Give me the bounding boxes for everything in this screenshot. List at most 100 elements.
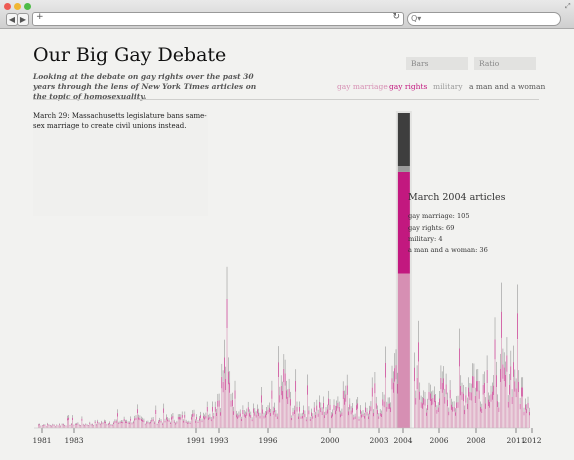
bar-gay-marriage	[484, 393, 485, 428]
bar-military	[294, 405, 295, 411]
legend-gay-marriage[interactable]: gay marriage	[337, 82, 388, 91]
bar-gay-marriage	[259, 418, 261, 428]
search-field[interactable]: Q▾	[407, 12, 561, 26]
bar-gay-marriage	[342, 399, 344, 428]
bar-gay-rights	[369, 410, 370, 415]
bar-gay-rights	[163, 408, 165, 413]
bar-gay-rights	[89, 423, 91, 425]
bar-gay-rights	[480, 406, 481, 412]
browser-toolbar: ◀ ▶ + ↻ Q▾ ⤢	[0, 0, 574, 29]
bar-gay-marriage	[441, 392, 443, 428]
bar-gay-rights	[47, 423, 48, 425]
bar-military	[460, 375, 462, 386]
bar-gay-rights	[199, 418, 200, 421]
bar-gay-rights	[144, 424, 146, 426]
bar-gay-rights	[233, 411, 234, 415]
bar-military	[290, 391, 291, 400]
bar-gay-marriage	[477, 391, 479, 428]
bar-gay-marriage	[370, 411, 372, 428]
bar-gay-rights	[65, 425, 67, 427]
bar-gay-rights	[125, 421, 126, 423]
legend-man-and-woman[interactable]: a man and a woman	[469, 82, 546, 91]
bar-gay-rights	[331, 415, 332, 419]
bar-gay-marriage	[472, 387, 473, 428]
bar-gay-rights	[427, 404, 429, 410]
x-tick-label: 2006	[429, 436, 448, 445]
bar-gay-rights	[179, 416, 180, 420]
bar-gay-marriage	[65, 426, 67, 428]
bar-gay-rights	[428, 391, 430, 400]
address-bar[interactable]: + ↻	[32, 12, 404, 26]
bar-military	[80, 425, 81, 426]
event-note-text: March 29: Massachusetts legislature bans…	[33, 112, 207, 130]
ratio-mode-button[interactable]: Ratio	[474, 57, 536, 70]
bar-gay-rights	[415, 398, 417, 405]
bar-military	[468, 377, 469, 388]
fullscreen-icon[interactable]: ⤢	[565, 2, 571, 10]
bar-gay-rights	[502, 364, 504, 379]
bar-gay-rights	[56, 425, 58, 426]
bar-military	[414, 352, 415, 368]
bar-gay-rights	[217, 400, 219, 407]
bar-gay-marriage	[258, 416, 260, 428]
bar-gay-rights	[162, 423, 163, 425]
bar-gay-marriage	[184, 417, 186, 428]
bar-gay-rights	[113, 422, 114, 424]
bar-gay-marriage	[60, 426, 62, 428]
close-window-icon[interactable]	[4, 3, 11, 10]
maximize-window-icon[interactable]	[24, 3, 31, 10]
bar-military	[60, 425, 62, 426]
bar-gay-marriage	[443, 389, 444, 428]
legend-gay-rights[interactable]: gay rights	[389, 82, 428, 91]
bar-gay-marriage	[304, 417, 306, 428]
bar-gay-rights	[111, 425, 113, 426]
bar-gay-marriage	[229, 392, 231, 428]
bar-gay-marriage	[255, 417, 257, 428]
bar-military	[255, 411, 257, 415]
bar-gay-marriage	[369, 414, 370, 428]
bar-gay-rights	[68, 417, 70, 420]
bar-gay-rights	[313, 407, 315, 412]
forward-button[interactable]: ▶	[17, 13, 29, 26]
bar-gay-marriage	[328, 405, 330, 428]
bar-military	[437, 402, 439, 408]
bar-military	[206, 401, 208, 407]
reload-icon[interactable]: ↻	[392, 12, 400, 22]
bar-gay-marriage	[419, 399, 421, 428]
bar-gay-marriage	[422, 408, 423, 428]
bar-military	[278, 346, 279, 363]
bar-gay-rights	[255, 414, 257, 418]
bar-military	[148, 422, 150, 424]
bar-gay-marriage	[247, 411, 249, 428]
new-tab-icon[interactable]: +	[36, 12, 44, 22]
bar-gay-marriage	[181, 417, 183, 428]
bar-military	[156, 423, 158, 425]
bars-mode-button[interactable]: Bars	[406, 57, 468, 70]
bar-gay-rights	[329, 404, 331, 410]
bar-gay-marriage	[521, 396, 522, 428]
bar-gay-marriage	[269, 412, 270, 428]
bar-gay-marriage	[292, 415, 294, 428]
bar-gay-rights	[463, 393, 464, 402]
bar-gay-rights	[295, 381, 297, 392]
minimize-window-icon[interactable]	[14, 3, 21, 10]
bar-gay-marriage	[274, 412, 275, 428]
bar-military	[259, 412, 261, 416]
bar-gay-marriage	[151, 421, 153, 428]
bar-gay-rights	[191, 417, 192, 420]
bar-military	[490, 385, 492, 395]
bar-military	[53, 424, 55, 425]
bar-gay-rights	[60, 425, 62, 427]
bar-gay-marriage	[509, 394, 510, 428]
bar-gay-marriage	[283, 382, 285, 428]
bar-gay-rights	[420, 402, 422, 408]
bar-gay-marriage	[302, 418, 303, 428]
bar-gay-rights	[197, 421, 199, 424]
bar-military	[478, 381, 480, 391]
bar-gay-rights	[473, 376, 475, 388]
bar-military	[135, 415, 137, 418]
legend-military[interactable]: military	[433, 82, 463, 91]
bar-gay-marriage	[365, 412, 366, 428]
bar-gay-rights	[85, 424, 87, 426]
bar-military	[81, 416, 83, 419]
